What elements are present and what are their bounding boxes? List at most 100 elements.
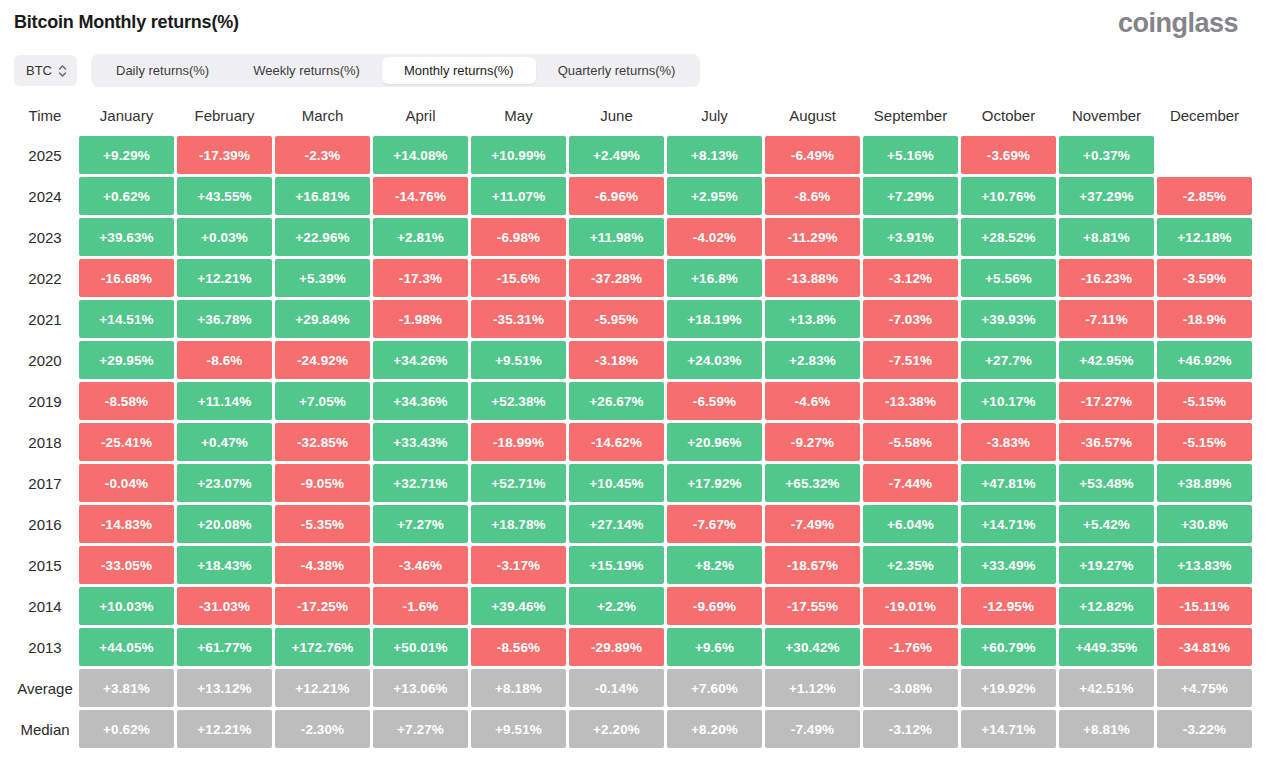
heatmap-cell: +34.26%: [373, 341, 468, 379]
heatmap-cell: -2.30%: [275, 710, 370, 748]
heatmap-cell: -33.05%: [79, 546, 174, 584]
month-column-header: May: [471, 100, 566, 130]
heatmap-cell: +9.6%: [667, 628, 762, 666]
heatmap-cell: -37.28%: [569, 259, 664, 297]
heatmap-cell: +449.35%: [1059, 628, 1154, 666]
heatmap-cell: +39.63%: [79, 218, 174, 256]
heatmap-cell: +5.42%: [1059, 505, 1154, 543]
tab-weekly-returns[interactable]: Weekly returns(%): [231, 57, 382, 84]
heatmap-cell: +47.81%: [961, 464, 1056, 502]
heatmap-cell: +12.82%: [1059, 587, 1154, 625]
heatmap-cell: -18.99%: [471, 423, 566, 461]
heatmap-cell: +26.67%: [569, 382, 664, 420]
heatmap-cell: -8.58%: [79, 382, 174, 420]
heatmap-cell: -9.69%: [667, 587, 762, 625]
heatmap-cell: +32.71%: [373, 464, 468, 502]
heatmap-cell: +8.2%: [667, 546, 762, 584]
heatmap-cell: +42.51%: [1059, 669, 1154, 707]
heatmap-cell: +52.38%: [471, 382, 566, 420]
symbol-select[interactable]: BTC: [14, 55, 77, 86]
heatmap-cell: -6.59%: [667, 382, 762, 420]
table-row: 2025+9.29%-17.39%-2.3%+14.08%+10.99%+2.4…: [14, 136, 1252, 174]
month-column-header: August: [765, 100, 860, 130]
heatmap-cell: +9.29%: [79, 136, 174, 174]
heatmap-cell: +14.71%: [961, 710, 1056, 748]
heatmap-cell: -3.59%: [1157, 259, 1252, 297]
heatmap-cell: -17.27%: [1059, 382, 1154, 420]
heatmap-cell: -36.57%: [1059, 423, 1154, 461]
tab-quarterly-returns[interactable]: Quarterly returns(%): [536, 57, 698, 84]
heatmap-cell: -15.11%: [1157, 587, 1252, 625]
row-label: 2014: [14, 587, 76, 625]
heatmap-cell: +7.27%: [373, 505, 468, 543]
heatmap-cell: -5.15%: [1157, 382, 1252, 420]
heatmap-cell: -5.15%: [1157, 423, 1252, 461]
column-header-row: TimeJanuaryFebruaryMarchAprilMayJuneJuly…: [14, 100, 1252, 130]
heatmap-cell: -2.3%: [275, 136, 370, 174]
heatmap-cell: +3.81%: [79, 669, 174, 707]
heatmap-cell: -9.05%: [275, 464, 370, 502]
heatmap-cell: -16.68%: [79, 259, 174, 297]
month-column-header: June: [569, 100, 664, 130]
heatmap-cell: +2.81%: [373, 218, 468, 256]
heatmap-cell: -4.02%: [667, 218, 762, 256]
table-row: 2014+10.03%-31.03%-17.25%-1.6%+39.46%+2.…: [14, 587, 1252, 625]
heatmap-cell: -7.44%: [863, 464, 958, 502]
month-column-header: October: [961, 100, 1056, 130]
heatmap-cell: -5.95%: [569, 300, 664, 338]
table-row: 2017-0.04%+23.07%-9.05%+32.71%+52.71%+10…: [14, 464, 1252, 502]
heatmap-cell: +1.12%: [765, 669, 860, 707]
heatmap-cell: +34.36%: [373, 382, 468, 420]
tab-daily-returns[interactable]: Daily returns(%): [94, 57, 231, 84]
heatmap-cell: -3.18%: [569, 341, 664, 379]
heatmap-cell: +14.51%: [79, 300, 174, 338]
heatmap-cell: -3.69%: [961, 136, 1056, 174]
time-column-header: Time: [14, 100, 76, 130]
heatmap-cell: +0.37%: [1059, 136, 1154, 174]
heatmap-cell: -7.51%: [863, 341, 958, 379]
month-column-header: January: [79, 100, 174, 130]
heatmap-cell: -8.6%: [177, 341, 272, 379]
heatmap-cell: -3.83%: [961, 423, 1056, 461]
heatmap-cell: +11.14%: [177, 382, 272, 420]
heatmap-cell: +7.60%: [667, 669, 762, 707]
page-title: Bitcoin Monthly returns(%): [14, 10, 239, 33]
heatmap-cell: +9.51%: [471, 710, 566, 748]
heatmap-cell: +30.42%: [765, 628, 860, 666]
table-row: 2020+29.95%-8.6%-24.92%+34.26%+9.51%-3.1…: [14, 341, 1252, 379]
heatmap-cell: -29.89%: [569, 628, 664, 666]
table-row: 2021+14.51%+36.78%+29.84%-1.98%-35.31%-5…: [14, 300, 1252, 338]
heatmap-cell: +28.52%: [961, 218, 1056, 256]
heatmap-cell: -13.38%: [863, 382, 958, 420]
row-label: 2013: [14, 628, 76, 666]
table-row: 2019-8.58%+11.14%+7.05%+34.36%+52.38%+26…: [14, 382, 1252, 420]
heatmap-cell: +2.49%: [569, 136, 664, 174]
heatmap-cell: +10.03%: [79, 587, 174, 625]
heatmap-cell: -32.85%: [275, 423, 370, 461]
coinglass-logo[interactable]: coinglass: [1118, 10, 1264, 37]
heatmap-cell: -3.12%: [863, 259, 958, 297]
heatmap-cell: +0.47%: [177, 423, 272, 461]
heatmap-cell: +3.91%: [863, 218, 958, 256]
controls-row: BTC Daily returns(%) Weekly returns(%) M…: [14, 54, 1264, 87]
heatmap-cell: +20.96%: [667, 423, 762, 461]
heatmap-cell: -11.29%: [765, 218, 860, 256]
heatmap-cell: +33.49%: [961, 546, 1056, 584]
heatmap-cell: -5.58%: [863, 423, 958, 461]
heatmap-cell: -3.08%: [863, 669, 958, 707]
heatmap-cell: +13.12%: [177, 669, 272, 707]
heatmap-cell: +29.95%: [79, 341, 174, 379]
heatmap-cell: +10.17%: [961, 382, 1056, 420]
month-column-header: December: [1157, 100, 1252, 130]
tab-monthly-returns[interactable]: Monthly returns(%): [382, 57, 536, 84]
row-label: 2024: [14, 177, 76, 215]
heatmap-cell: +36.78%: [177, 300, 272, 338]
heatmap-cell: -4.38%: [275, 546, 370, 584]
heatmap-cell: -2.85%: [1157, 177, 1252, 215]
heatmap-cell: [1157, 136, 1252, 174]
heatmap-cell: +60.79%: [961, 628, 1056, 666]
heatmap-cell: +5.16%: [863, 136, 958, 174]
heatmap-cell: +18.43%: [177, 546, 272, 584]
table-row: 2013+44.05%+61.77%+172.76%+50.01%-8.56%-…: [14, 628, 1252, 666]
month-column-header: February: [177, 100, 272, 130]
